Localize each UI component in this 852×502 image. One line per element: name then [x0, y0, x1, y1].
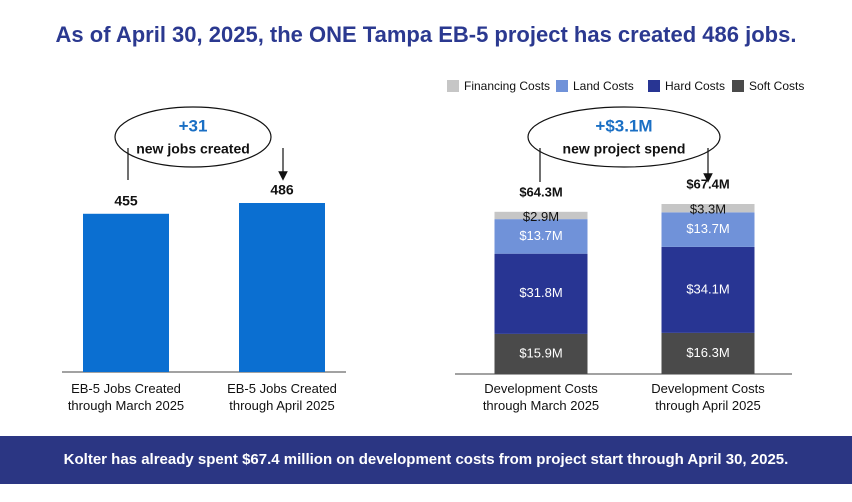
- segment-label: $3.3M: [690, 202, 726, 217]
- footer-banner: Kolter has already spent $67.4 million o…: [0, 436, 852, 484]
- legend-swatch: [556, 80, 568, 92]
- bar-segment: [661, 332, 755, 374]
- annotation-ellipse: [114, 106, 272, 168]
- segment-label: $13.7M: [686, 221, 729, 236]
- annotation-ellipse: [527, 106, 721, 168]
- bar-segment: [494, 219, 588, 254]
- bar-segment: [494, 253, 588, 334]
- total-label: $67.4M: [686, 176, 729, 191]
- segment-label: $34.1M: [686, 281, 729, 296]
- value-label: 486: [270, 182, 294, 198]
- page-title: As of April 30, 2025, the ONE Tampa EB-5…: [55, 22, 797, 47]
- bar-segment: [494, 333, 588, 374]
- x-tick-label: Development Costs through March 2025: [482, 381, 600, 413]
- bar-segment: [494, 211, 588, 220]
- annotation-value: +31: [179, 116, 208, 135]
- legend-label: Financing Costs: [464, 79, 550, 93]
- bar: [239, 203, 325, 372]
- bar-segment: [661, 204, 755, 213]
- legend-swatch: [648, 80, 660, 92]
- legend-swatch: [447, 80, 459, 92]
- segment-label: $31.8M: [519, 285, 562, 300]
- legend-label: Land Costs: [573, 79, 634, 93]
- bar: [83, 213, 169, 372]
- segment-label: $15.9M: [519, 345, 562, 360]
- segment-label: $16.3M: [686, 345, 729, 360]
- bar-segment: [661, 212, 755, 247]
- segment-label: $13.7M: [519, 228, 562, 243]
- x-tick-label: EB-5 Jobs Created through March 2025: [67, 381, 185, 413]
- value-label: 455: [114, 192, 138, 208]
- legend-label: Hard Costs: [665, 79, 725, 93]
- charts: 455 486 +31 new jobs created Financing Costs…: [62, 79, 804, 375]
- bar-segment: [661, 246, 755, 333]
- x-tick-label: EB-5 Jobs Created through April 2025: [227, 381, 337, 413]
- x-tick-label: Development Costs through April 2025: [651, 381, 765, 413]
- legend-swatch: [732, 80, 744, 92]
- annotation-value: +$3.1M: [595, 116, 652, 135]
- annotation-text: new jobs created: [136, 141, 250, 157]
- annotation-text: new project spend: [563, 141, 686, 157]
- total-label: $64.3M: [519, 184, 562, 199]
- segment-label: $2.9M: [523, 209, 559, 224]
- legend-label: Soft Costs: [749, 79, 804, 93]
